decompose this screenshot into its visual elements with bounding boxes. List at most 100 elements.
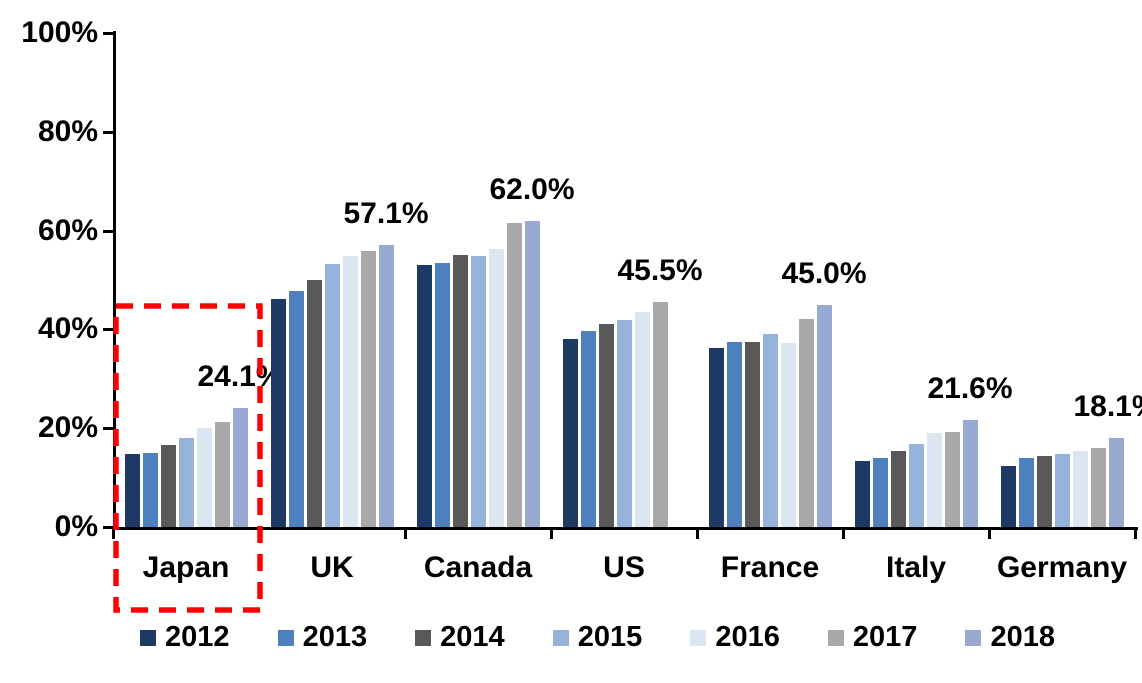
bar-2015-japan	[178, 438, 194, 527]
value-label-uk: 57.1%	[343, 196, 429, 230]
legend-label-2013: 2013	[302, 621, 368, 653]
bar-2017-uk	[360, 251, 376, 527]
bar-2018-italy	[962, 420, 978, 527]
legend-item-2013: 2013	[277, 621, 368, 653]
y-tick-label: 20%	[37, 411, 98, 445]
bar-2013-japan	[142, 452, 158, 527]
x-tick-mark	[988, 527, 991, 539]
bar-2013-uk	[288, 290, 304, 527]
bar-2014-italy	[890, 451, 906, 527]
bar-2012-canada	[416, 264, 432, 527]
bar-2015-uk	[324, 264, 340, 527]
value-label-canada: 62.0%	[489, 172, 575, 206]
bar-2014-us	[598, 324, 614, 527]
legend-swatch-2016	[690, 630, 707, 646]
y-tick-label: 60%	[37, 213, 98, 247]
bar-2013-canada	[434, 262, 450, 527]
bar-2012-germany	[1000, 465, 1016, 527]
x-tick-mark	[696, 527, 699, 539]
legend-label-2018: 2018	[990, 621, 1055, 653]
x-tick-mark	[258, 527, 261, 539]
value-label-france: 45.0%	[781, 256, 867, 290]
bar-2014-canada	[452, 255, 468, 527]
legend-label-2016: 2016	[715, 621, 780, 653]
y-tick-mark	[103, 130, 114, 134]
bar-2018-japan	[232, 407, 248, 527]
legend-swatch-2017	[827, 630, 844, 646]
category-label-japan: Japan	[142, 551, 230, 584]
legend-swatch-2014	[415, 630, 432, 646]
bar-2012-us	[562, 339, 578, 527]
bar-2015-italy	[908, 444, 924, 527]
y-tick-label: 0%	[54, 510, 98, 543]
y-tick-label: 40%	[37, 312, 98, 346]
legend-swatch-2012	[140, 630, 156, 646]
x-tick-mark	[112, 527, 115, 539]
bar-2012-italy	[854, 461, 870, 527]
legend-item-2014: 2014	[415, 622, 505, 652]
bar-2017-japan	[214, 422, 230, 527]
bar-2013-italy	[872, 457, 888, 527]
x-tick-mark	[550, 527, 553, 539]
bar-2013-us	[580, 330, 596, 527]
legend-item-2018: 2018	[965, 622, 1055, 652]
category-label-canada: Canada	[423, 551, 533, 584]
legend-item-2016: 2016	[690, 622, 780, 652]
y-tick-mark	[103, 32, 114, 35]
bar-2017-us	[652, 302, 668, 527]
legend-swatch-2018	[965, 630, 982, 646]
legend-label-2015: 2015	[577, 621, 643, 653]
bar-2017-germany	[1090, 447, 1106, 527]
bar-2015-france	[762, 333, 778, 527]
x-axis-line	[113, 527, 1138, 530]
x-tick-mark	[842, 527, 845, 539]
bar-2016-uk	[342, 256, 358, 527]
bar-2014-germany	[1036, 455, 1052, 527]
category-label-germany: Germany	[996, 551, 1128, 584]
bar-2015-us	[616, 319, 632, 527]
legend-label-2012: 2012	[165, 621, 230, 653]
x-tick-mark	[1134, 527, 1137, 539]
bar-2013-germany	[1018, 457, 1034, 527]
bar-2018-uk	[378, 244, 394, 527]
bar-2016-france	[780, 343, 796, 527]
bar-2017-italy	[944, 432, 960, 527]
bar-2014-france	[744, 342, 760, 527]
legend-item-2015: 2015	[552, 621, 643, 653]
category-label-italy: Italy	[885, 551, 947, 584]
y-tick-mark	[103, 229, 114, 233]
bar-2014-uk	[306, 280, 322, 527]
value-label-italy: 21.6%	[927, 372, 1013, 406]
value-label-germany: 18.1%	[1073, 389, 1142, 423]
bar-2016-us	[634, 312, 650, 527]
y-tick-mark	[103, 526, 114, 529]
bar-2012-uk	[270, 298, 286, 527]
bar-2016-canada	[488, 249, 504, 527]
bar-2016-italy	[926, 433, 942, 527]
bar-2018-germany	[1108, 437, 1124, 527]
category-label-us: US	[603, 551, 645, 584]
category-label-france: France	[720, 551, 820, 584]
bar-2013-france	[726, 342, 742, 527]
legend-label-2017: 2017	[852, 621, 918, 653]
category-label-uk: UK	[310, 551, 354, 584]
legend-label-2014: 2014	[440, 621, 505, 653]
y-tick-label: 80%	[37, 114, 98, 148]
legend-swatch-2013	[277, 630, 294, 646]
legend: 2012 2013 2014 2015 2016 2017 2018	[140, 622, 1055, 652]
bar-2015-canada	[470, 256, 486, 527]
bar-2015-germany	[1054, 453, 1070, 527]
legend-item-2017: 2017	[827, 621, 918, 653]
bar-2017-canada	[506, 223, 522, 527]
legend-swatch-2015	[552, 630, 569, 646]
bar-2012-japan	[124, 454, 140, 527]
y-axis-line	[113, 31, 116, 530]
bar-2018-canada	[524, 220, 540, 527]
y-tick-mark	[103, 328, 114, 332]
bar-2018-france	[816, 304, 832, 527]
legend-item-2012: 2012	[140, 622, 230, 652]
bar-2012-france	[708, 347, 724, 527]
bar-2014-japan	[160, 444, 176, 527]
bar-2016-germany	[1072, 450, 1088, 527]
